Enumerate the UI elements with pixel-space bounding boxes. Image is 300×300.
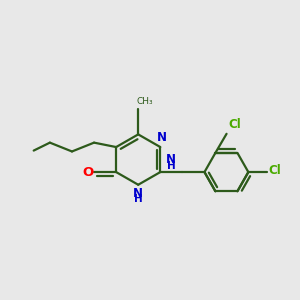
Text: N: N <box>157 131 167 144</box>
Text: N: N <box>166 153 176 166</box>
Text: Cl: Cl <box>268 164 281 177</box>
Text: H: H <box>167 160 176 171</box>
Text: CH₃: CH₃ <box>137 98 153 106</box>
Text: O: O <box>82 166 94 178</box>
Text: H: H <box>134 194 142 204</box>
Text: Cl: Cl <box>228 118 241 131</box>
Text: N: N <box>133 187 143 200</box>
